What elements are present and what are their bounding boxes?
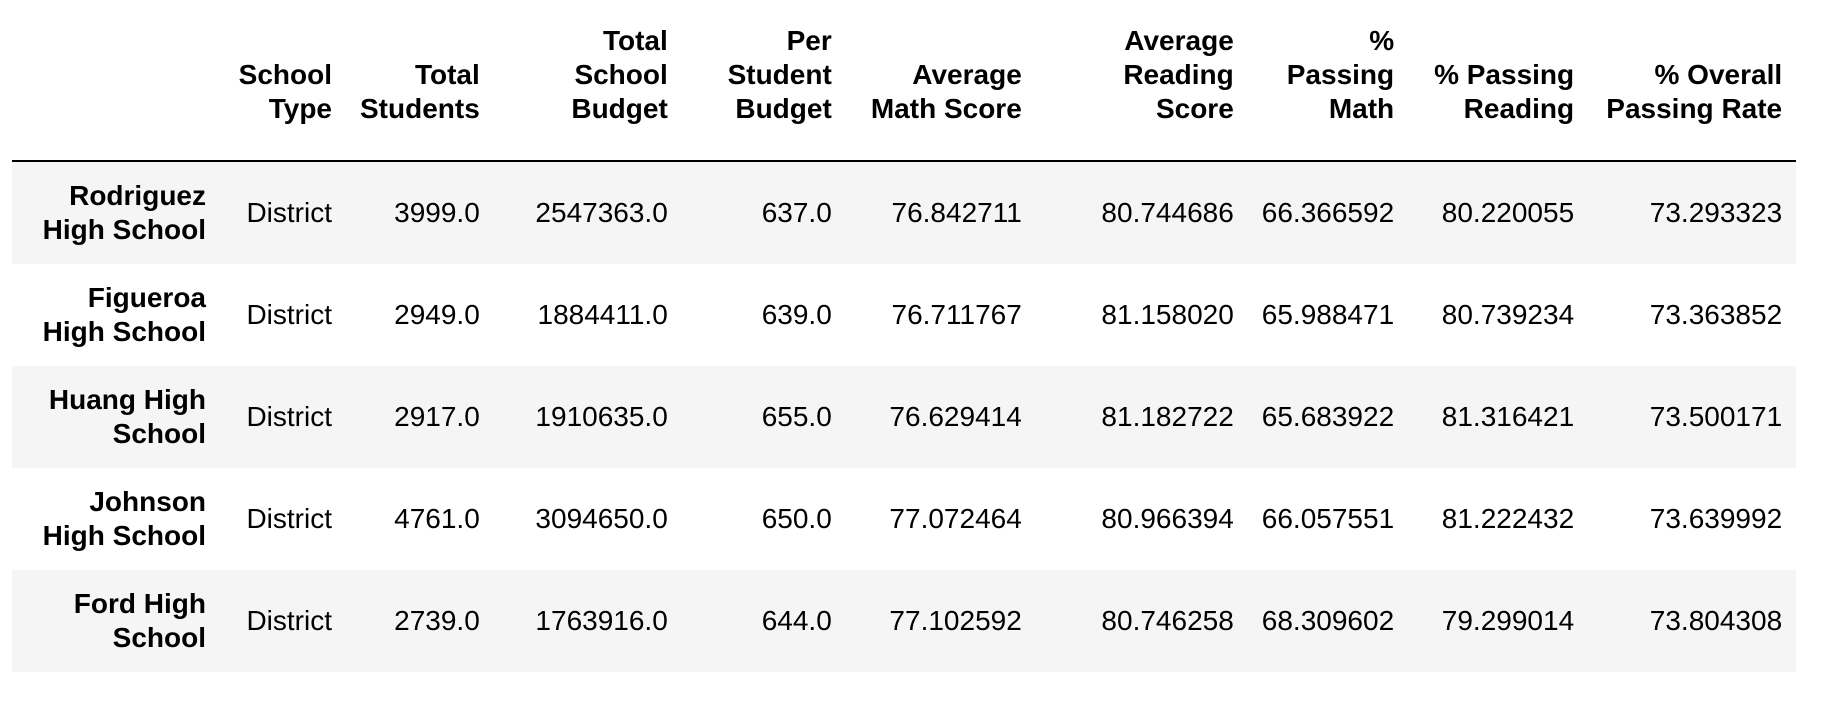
dataframe-output: School Type Total Students Total School …	[12, 0, 1822, 672]
cell-per-student-budget: 644.0	[761, 605, 832, 636]
cell-percent-overall-passing-rate: 73.639992	[1649, 503, 1783, 534]
cell-percent-overall-passing-rate: 73.500171	[1649, 401, 1783, 432]
cell-percent-passing-reading: 80.739234	[1441, 299, 1575, 330]
table-header: School Type Total Students Total School …	[12, 0, 1797, 162]
cell-average-reading-score: 81.158020	[1101, 299, 1234, 330]
cell-percent-overall-passing-rate: 73.363852	[1649, 299, 1783, 330]
cell-total-students: 4761.0	[394, 503, 480, 534]
cell-percent-passing-reading: 80.220055	[1441, 197, 1575, 228]
column-header-percent-passing-math: % Passing Math	[1247, 0, 1409, 162]
cell-school-type: District	[246, 605, 332, 636]
table-row: Johnson High School District 4761.0 3094…	[12, 468, 1797, 570]
cell-percent-passing-math: 65.683922	[1261, 401, 1395, 432]
cell-total-students: 2739.0	[394, 605, 480, 636]
cell-total-students: 3999.0	[394, 197, 480, 228]
cell-average-reading-score: 81.182722	[1101, 401, 1234, 432]
table-row: Huang High School District 2917.0 191063…	[12, 366, 1797, 468]
cell-average-math-score: 76.629414	[889, 401, 1022, 432]
column-header-total-students: Total Students	[346, 0, 494, 162]
column-header-percent-overall-passing-rate: % Overall Passing Rate	[1588, 0, 1797, 162]
column-header-average-math-score: Average Math Score	[845, 0, 1036, 162]
cell-per-student-budget: 650.0	[761, 503, 832, 534]
cell-percent-passing-math: 66.366592	[1261, 197, 1395, 228]
cell-school-type: District	[246, 503, 332, 534]
column-header-percent-passing-reading: % Passing Reading	[1408, 0, 1589, 162]
cell-average-math-score: 77.102592	[889, 605, 1022, 636]
cell-percent-passing-reading: 81.316421	[1441, 401, 1575, 432]
row-label-school: Ford High School	[73, 588, 206, 653]
school-summary-table: School Type Total Students Total School …	[12, 0, 1797, 672]
cell-total-school-budget: 1884411.0	[537, 299, 668, 330]
cell-total-students: 2949.0	[394, 299, 480, 330]
cell-percent-passing-reading: 79.299014	[1441, 605, 1575, 636]
cell-school-type: District	[246, 197, 332, 228]
cell-total-school-budget: 1910635.0	[535, 401, 668, 432]
cell-average-reading-score: 80.746258	[1101, 605, 1234, 636]
table-row: Figueroa High School District 2949.0 188…	[12, 264, 1797, 366]
cell-school-type: District	[246, 299, 332, 330]
row-label-school: Huang High School	[48, 384, 206, 449]
column-header-school-type: School Type	[220, 0, 346, 162]
table-row: Rodriguez High School District 3999.0 25…	[12, 161, 1797, 264]
cell-average-reading-score: 80.744686	[1101, 197, 1234, 228]
cell-average-math-score: 77.072464	[889, 503, 1022, 534]
column-header-average-reading-score: Average Reading Score	[1035, 0, 1248, 162]
index-header	[12, 0, 220, 162]
cell-per-student-budget: 637.0	[761, 197, 832, 228]
cell-per-student-budget: 639.0	[761, 299, 832, 330]
cell-total-school-budget: 3094650.0	[535, 503, 668, 534]
cell-total-school-budget: 1763916.0	[535, 605, 668, 636]
cell-percent-overall-passing-rate: 73.293323	[1649, 197, 1783, 228]
table-body: Rodriguez High School District 3999.0 25…	[12, 161, 1797, 672]
cell-percent-passing-math: 68.309602	[1261, 605, 1395, 636]
row-label-school: Rodriguez High School	[42, 180, 206, 245]
cell-percent-passing-math: 65.988471	[1261, 299, 1395, 330]
cell-percent-overall-passing-rate: 73.804308	[1649, 605, 1783, 636]
column-header-per-student-budget: Per Student Budget	[681, 0, 846, 162]
row-label-school: Figueroa High School	[42, 282, 206, 347]
cell-average-math-score: 76.711767	[891, 299, 1022, 330]
row-label-school: Johnson High School	[42, 486, 206, 551]
cell-total-students: 2917.0	[394, 401, 480, 432]
table-row: Ford High School District 2739.0 1763916…	[12, 570, 1797, 672]
header-row: School Type Total Students Total School …	[12, 0, 1797, 162]
cell-percent-passing-math: 66.057551	[1261, 503, 1395, 534]
cell-average-reading-score: 80.966394	[1101, 503, 1234, 534]
cell-per-student-budget: 655.0	[761, 401, 832, 432]
cell-school-type: District	[246, 401, 332, 432]
cell-average-math-score: 76.842711	[891, 197, 1022, 228]
cell-total-school-budget: 2547363.0	[535, 197, 668, 228]
column-header-total-school-budget: Total School Budget	[493, 0, 682, 162]
cell-percent-passing-reading: 81.222432	[1441, 503, 1575, 534]
